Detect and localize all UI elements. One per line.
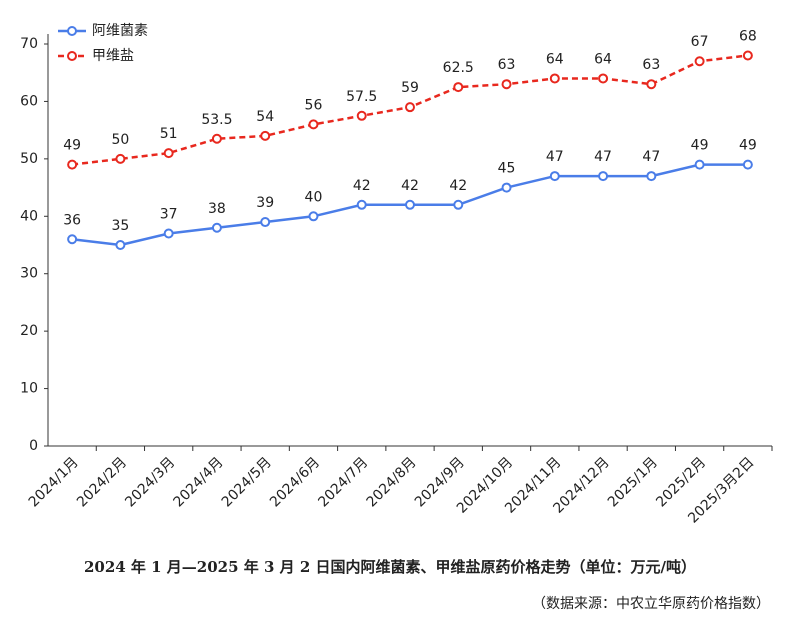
x-tick-label: 2024/3月 <box>122 454 178 510</box>
y-tick-label: 20 <box>20 323 38 339</box>
point <box>115 153 126 164</box>
value-label: 53.5 <box>201 112 232 128</box>
point <box>211 222 222 233</box>
point <box>742 159 753 170</box>
value-label: 68 <box>739 28 757 44</box>
value-label: 62.5 <box>443 60 474 76</box>
caption: 2024 年 1 月—2025 年 3 月 2 日国内阿维菌素、甲维盐原药价格走… <box>84 558 696 576</box>
point <box>115 240 126 250</box>
value-label: 51 <box>160 126 178 142</box>
point <box>694 56 705 67</box>
point <box>646 171 657 182</box>
point <box>742 50 753 61</box>
point <box>549 171 560 182</box>
point <box>598 171 609 182</box>
x-tick-label: 2024/8月 <box>364 454 420 510</box>
point <box>501 79 512 90</box>
point <box>356 110 367 121</box>
point <box>405 199 415 210</box>
value-label: 38 <box>208 201 226 217</box>
point <box>598 73 609 84</box>
point <box>163 148 174 159</box>
point <box>694 159 705 170</box>
value-label: 36 <box>63 212 81 228</box>
point <box>405 102 415 113</box>
value-label: 50 <box>111 132 129 148</box>
value-label: 64 <box>546 51 564 67</box>
legend-label: 甲维盐 <box>92 48 134 64</box>
point <box>308 119 319 130</box>
x-tick-label: 2024/1月 <box>26 454 82 510</box>
point <box>211 133 222 144</box>
y-tick-label: 50 <box>20 151 38 167</box>
y-tick-label: 10 <box>20 381 38 397</box>
value-label: 64 <box>594 51 612 67</box>
legend-marker <box>67 26 77 36</box>
value-label: 47 <box>546 149 564 165</box>
x-tick-label: 2024/2月 <box>74 454 130 510</box>
point <box>549 73 560 84</box>
y-tick-label: 30 <box>20 266 38 282</box>
value-label: 54 <box>256 109 274 125</box>
value-label: 63 <box>642 57 660 73</box>
x-tick-label: 2024/5月 <box>219 454 275 510</box>
point <box>67 234 78 245</box>
value-label: 35 <box>111 218 129 234</box>
value-label: 63 <box>498 57 516 73</box>
point <box>163 228 174 239</box>
value-label: 49 <box>63 138 81 154</box>
value-label: 37 <box>160 207 178 223</box>
value-label: 47 <box>594 149 612 165</box>
value-label: 40 <box>305 189 323 205</box>
value-label: 56 <box>305 97 323 113</box>
point <box>356 199 367 210</box>
value-label: 49 <box>739 138 757 154</box>
y-tick-label: 0 <box>29 438 38 454</box>
point <box>67 159 78 170</box>
legend-marker <box>67 51 77 61</box>
source: （数据来源：中农立华原药价格指数） <box>532 596 770 612</box>
point <box>453 199 464 210</box>
value-label: 67 <box>691 34 709 50</box>
x-tick-label: 2024/6月 <box>267 454 323 510</box>
value-label: 57.5 <box>346 89 377 105</box>
x-tick-label: 2024/4月 <box>171 454 227 510</box>
point <box>260 130 271 141</box>
value-label: 42 <box>449 178 467 194</box>
x-tick-label: 2025/1月 <box>605 454 661 510</box>
value-label: 45 <box>498 161 516 177</box>
value-label: 59 <box>401 80 419 96</box>
point <box>308 211 319 222</box>
point <box>646 79 657 90</box>
value-label: 49 <box>691 138 709 154</box>
value-label: 39 <box>256 195 274 211</box>
value-label: 47 <box>642 149 660 165</box>
y-tick-label: 60 <box>20 93 38 109</box>
point <box>260 217 271 228</box>
legend-label: 阿维菌素 <box>92 23 148 39</box>
value-label: 42 <box>353 178 371 194</box>
point <box>453 82 464 93</box>
point <box>501 182 512 193</box>
y-tick-label: 40 <box>20 208 38 224</box>
x-tick-label: 2024/7月 <box>315 454 371 510</box>
y-tick-label: 70 <box>20 36 38 52</box>
value-label: 42 <box>401 178 419 194</box>
